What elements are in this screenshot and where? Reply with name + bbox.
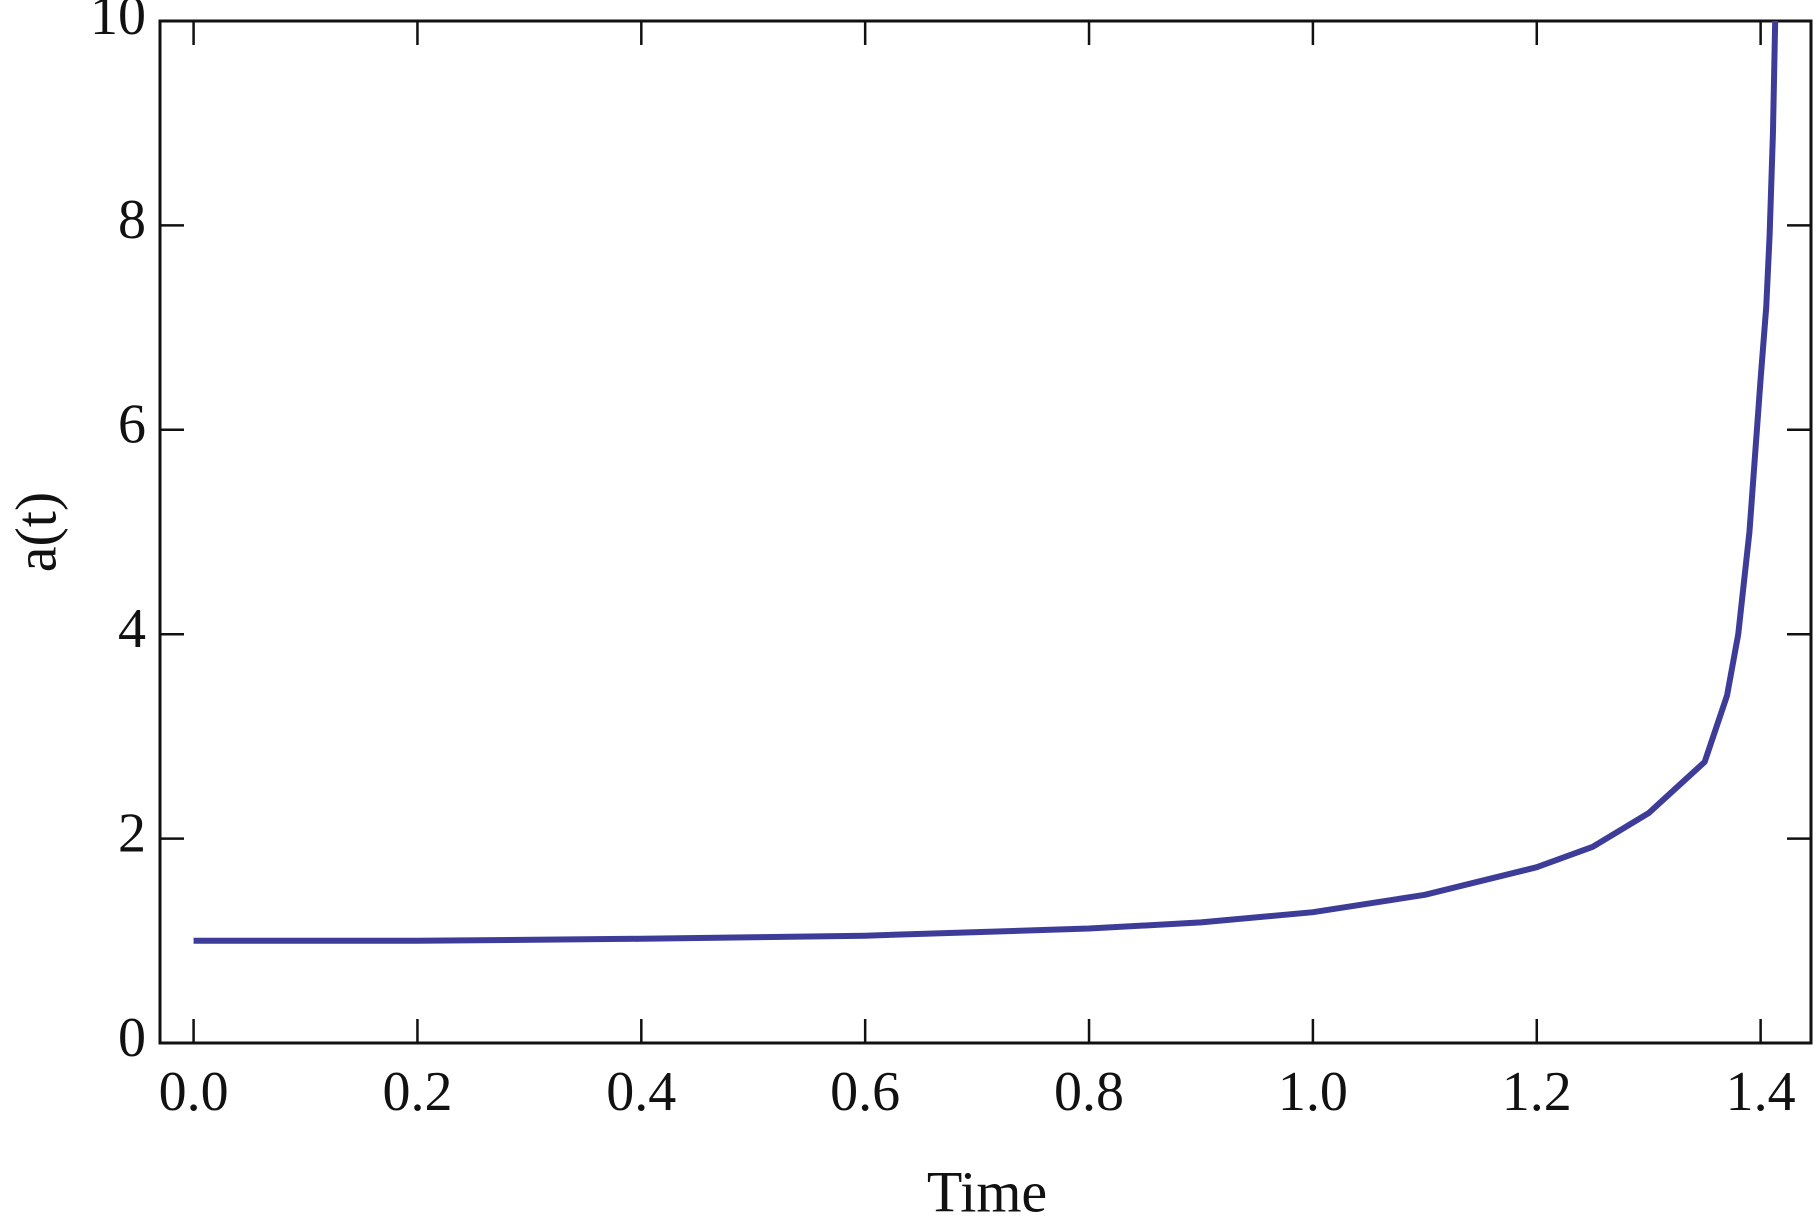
- x-tick-label: 1.0: [1278, 1061, 1348, 1123]
- y-tick-label: 10: [90, 0, 146, 47]
- x-tick-label: 0.2: [382, 1061, 452, 1123]
- x-tick-label: 1.4: [1726, 1061, 1796, 1123]
- plot-frame: [158, 19, 1813, 1045]
- x-tick-label: 0.8: [1054, 1061, 1124, 1123]
- y-tick-label: 2: [118, 802, 146, 864]
- x-tick-label: 1.2: [1502, 1061, 1572, 1123]
- y-tick-label: 0: [118, 1007, 146, 1069]
- x-tick-label: 0.6: [830, 1061, 900, 1123]
- x-tick-label: 0.0: [159, 1061, 229, 1123]
- x-axis-label: Time: [927, 1159, 1047, 1219]
- x-tick-label: 0.4: [606, 1061, 676, 1123]
- y-tick-label: 4: [118, 598, 146, 660]
- y-tick-label: 8: [118, 189, 146, 251]
- y-axis-label: a(t): [3, 492, 68, 573]
- y-tick-label: 6: [118, 394, 146, 456]
- data-line: [193, 20, 1779, 944]
